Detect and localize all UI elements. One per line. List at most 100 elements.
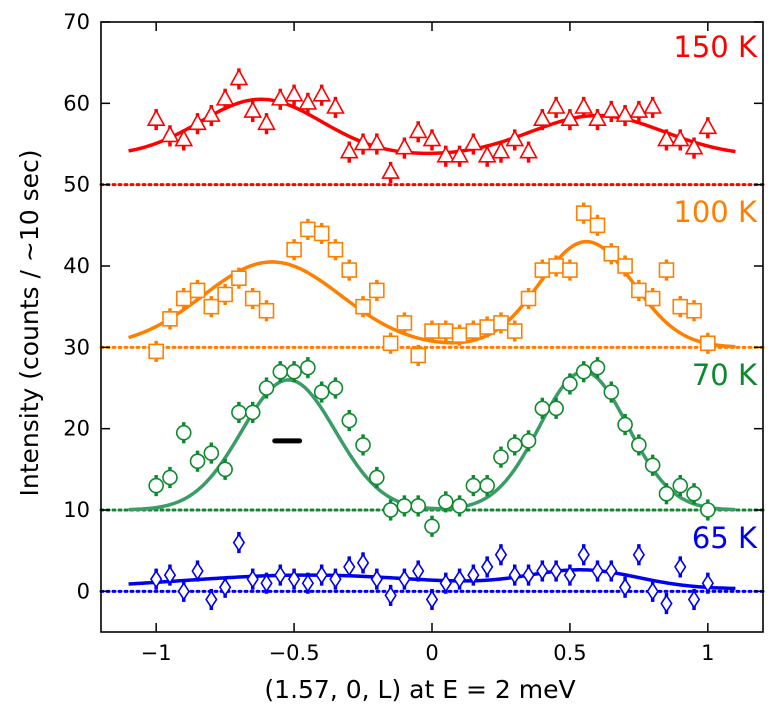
data-point xyxy=(577,545,590,565)
data-point xyxy=(631,282,647,299)
data-point xyxy=(522,565,535,585)
data-point xyxy=(644,457,661,474)
series-150K xyxy=(146,68,718,184)
data-point xyxy=(353,133,373,151)
data-point xyxy=(191,561,204,581)
data-point xyxy=(548,258,564,274)
temp-label-100K: 100 K xyxy=(673,195,758,229)
data-point xyxy=(493,315,509,331)
temp-label-150K: 150 K xyxy=(673,30,758,64)
ticks xyxy=(101,21,763,632)
data-point xyxy=(355,298,371,315)
x-tick-label: 0 xyxy=(425,641,438,665)
data-point xyxy=(301,573,315,593)
data-point xyxy=(412,561,425,581)
data-point xyxy=(560,108,580,126)
series-70K xyxy=(148,357,716,537)
y-axis-label: Intensity (counts / ~10 sec) xyxy=(15,150,44,497)
data-point xyxy=(615,104,635,122)
data-point xyxy=(603,384,620,400)
data-point xyxy=(465,477,482,494)
data-point xyxy=(520,433,537,449)
series-65K xyxy=(150,531,714,615)
data-point xyxy=(591,561,604,581)
data-point xyxy=(439,573,452,593)
data-point xyxy=(300,359,316,376)
data-point xyxy=(532,108,552,126)
data-point xyxy=(327,241,344,258)
x-axis-label: (1.57, 0, L) at E = 2 meV xyxy=(264,675,575,704)
data-point xyxy=(300,221,316,238)
data-point xyxy=(684,137,704,155)
y-tick-label: 0 xyxy=(77,579,90,603)
data-point xyxy=(687,589,701,609)
data-point xyxy=(644,290,661,307)
data-point xyxy=(215,88,235,106)
data-point xyxy=(410,347,427,364)
data-point xyxy=(356,553,370,573)
data-point xyxy=(355,437,371,453)
data-point xyxy=(177,581,190,601)
data-point xyxy=(601,100,621,118)
data-point xyxy=(326,96,345,114)
data-point xyxy=(258,302,275,319)
data-point xyxy=(534,262,551,278)
data-point xyxy=(312,84,332,102)
data-point xyxy=(203,445,220,461)
data-point xyxy=(188,113,207,131)
data-point xyxy=(327,380,344,396)
data-point xyxy=(229,68,249,86)
data-point xyxy=(382,502,399,518)
data-point xyxy=(370,569,383,589)
data-point xyxy=(629,100,649,118)
data-point xyxy=(520,290,537,307)
data-point xyxy=(287,569,301,589)
data-point xyxy=(437,323,454,339)
data-point xyxy=(505,129,525,147)
data-point xyxy=(218,577,232,597)
data-point xyxy=(465,323,482,339)
data-point xyxy=(284,84,304,102)
data-point xyxy=(203,298,220,315)
data-point xyxy=(424,323,440,339)
data-point xyxy=(672,298,689,315)
data-point xyxy=(341,412,358,429)
data-point xyxy=(700,335,716,352)
data-point xyxy=(313,384,330,400)
data-point xyxy=(160,125,180,143)
data-point xyxy=(244,290,261,307)
data-point xyxy=(286,241,302,258)
data-point xyxy=(481,557,494,577)
x-tick-label: −0.5 xyxy=(269,641,320,665)
data-point xyxy=(549,561,563,581)
data-point xyxy=(231,404,247,421)
data-point xyxy=(467,565,480,585)
data-point xyxy=(605,561,618,581)
data-point xyxy=(150,569,163,589)
data-point xyxy=(189,282,206,299)
data-point xyxy=(384,585,397,605)
data-point xyxy=(494,545,508,565)
data-point xyxy=(631,437,647,453)
data-point xyxy=(232,533,246,553)
temp-label-65K: 65 K xyxy=(692,521,758,555)
data-point xyxy=(588,108,607,126)
data-point xyxy=(339,141,359,159)
y-tick-labels: 0 10 20 30 40 50 60 70 xyxy=(63,10,90,603)
data-point xyxy=(243,100,263,118)
data-point xyxy=(508,565,521,585)
y-tick-label: 60 xyxy=(63,91,90,115)
fit-curve-70K xyxy=(128,369,736,512)
data-point xyxy=(563,565,577,585)
data-point xyxy=(477,145,497,163)
fit-curve-65K xyxy=(128,568,736,591)
data-point xyxy=(589,217,606,234)
data-point xyxy=(408,121,428,139)
data-point xyxy=(618,577,632,597)
data-point xyxy=(244,404,261,421)
data-point xyxy=(162,311,178,327)
data-point xyxy=(201,104,221,122)
data-point xyxy=(657,129,676,147)
data-point xyxy=(575,205,592,221)
